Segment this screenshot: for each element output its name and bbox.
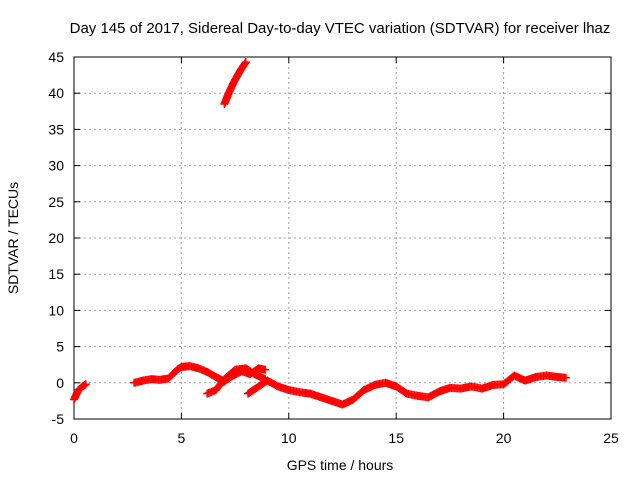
y-tick-label: -5 (52, 411, 65, 427)
y-tick-label: 30 (48, 158, 64, 174)
x-ticks: 0 5 10 15 20 25 (70, 57, 619, 446)
chart-title: Day 145 of 2017, Sidereal Day-to-day VTE… (70, 20, 611, 37)
y-ticks: -5 0 5 10 15 20 25 30 35 40 45 (48, 49, 611, 427)
y-tick-label: 25 (48, 194, 64, 210)
data-point (241, 58, 250, 67)
y-tick-label: 5 (56, 339, 64, 355)
y-tick-label: 45 (48, 49, 64, 65)
data-point (561, 373, 570, 382)
y-axis-label: SDTVAR / TECUs (5, 182, 21, 294)
y-tick-label: 10 (48, 302, 64, 318)
y-tick-label: 35 (48, 121, 64, 137)
y-tick-label: 15 (48, 266, 64, 282)
x-tick-label: 15 (388, 430, 404, 446)
data-point (81, 380, 90, 389)
x-axis-label: GPS time / hours (287, 457, 394, 473)
series-segment (203, 364, 270, 398)
grid (74, 57, 611, 419)
y-tick-label: 0 (56, 375, 64, 391)
x-tick-label: 20 (496, 430, 512, 446)
y-tick-label: 20 (48, 230, 64, 246)
y-tick-label: 40 (48, 85, 64, 101)
x-tick-label: 0 (70, 430, 78, 446)
series-segment (70, 380, 90, 404)
series-segment (220, 58, 250, 109)
data-point (240, 59, 249, 68)
x-tick-label: 5 (178, 430, 186, 446)
series-segment (243, 371, 570, 409)
data-point (261, 365, 270, 374)
x-tick-label: 25 (603, 430, 619, 446)
data-series (70, 58, 570, 409)
x-tick-label: 10 (281, 430, 297, 446)
